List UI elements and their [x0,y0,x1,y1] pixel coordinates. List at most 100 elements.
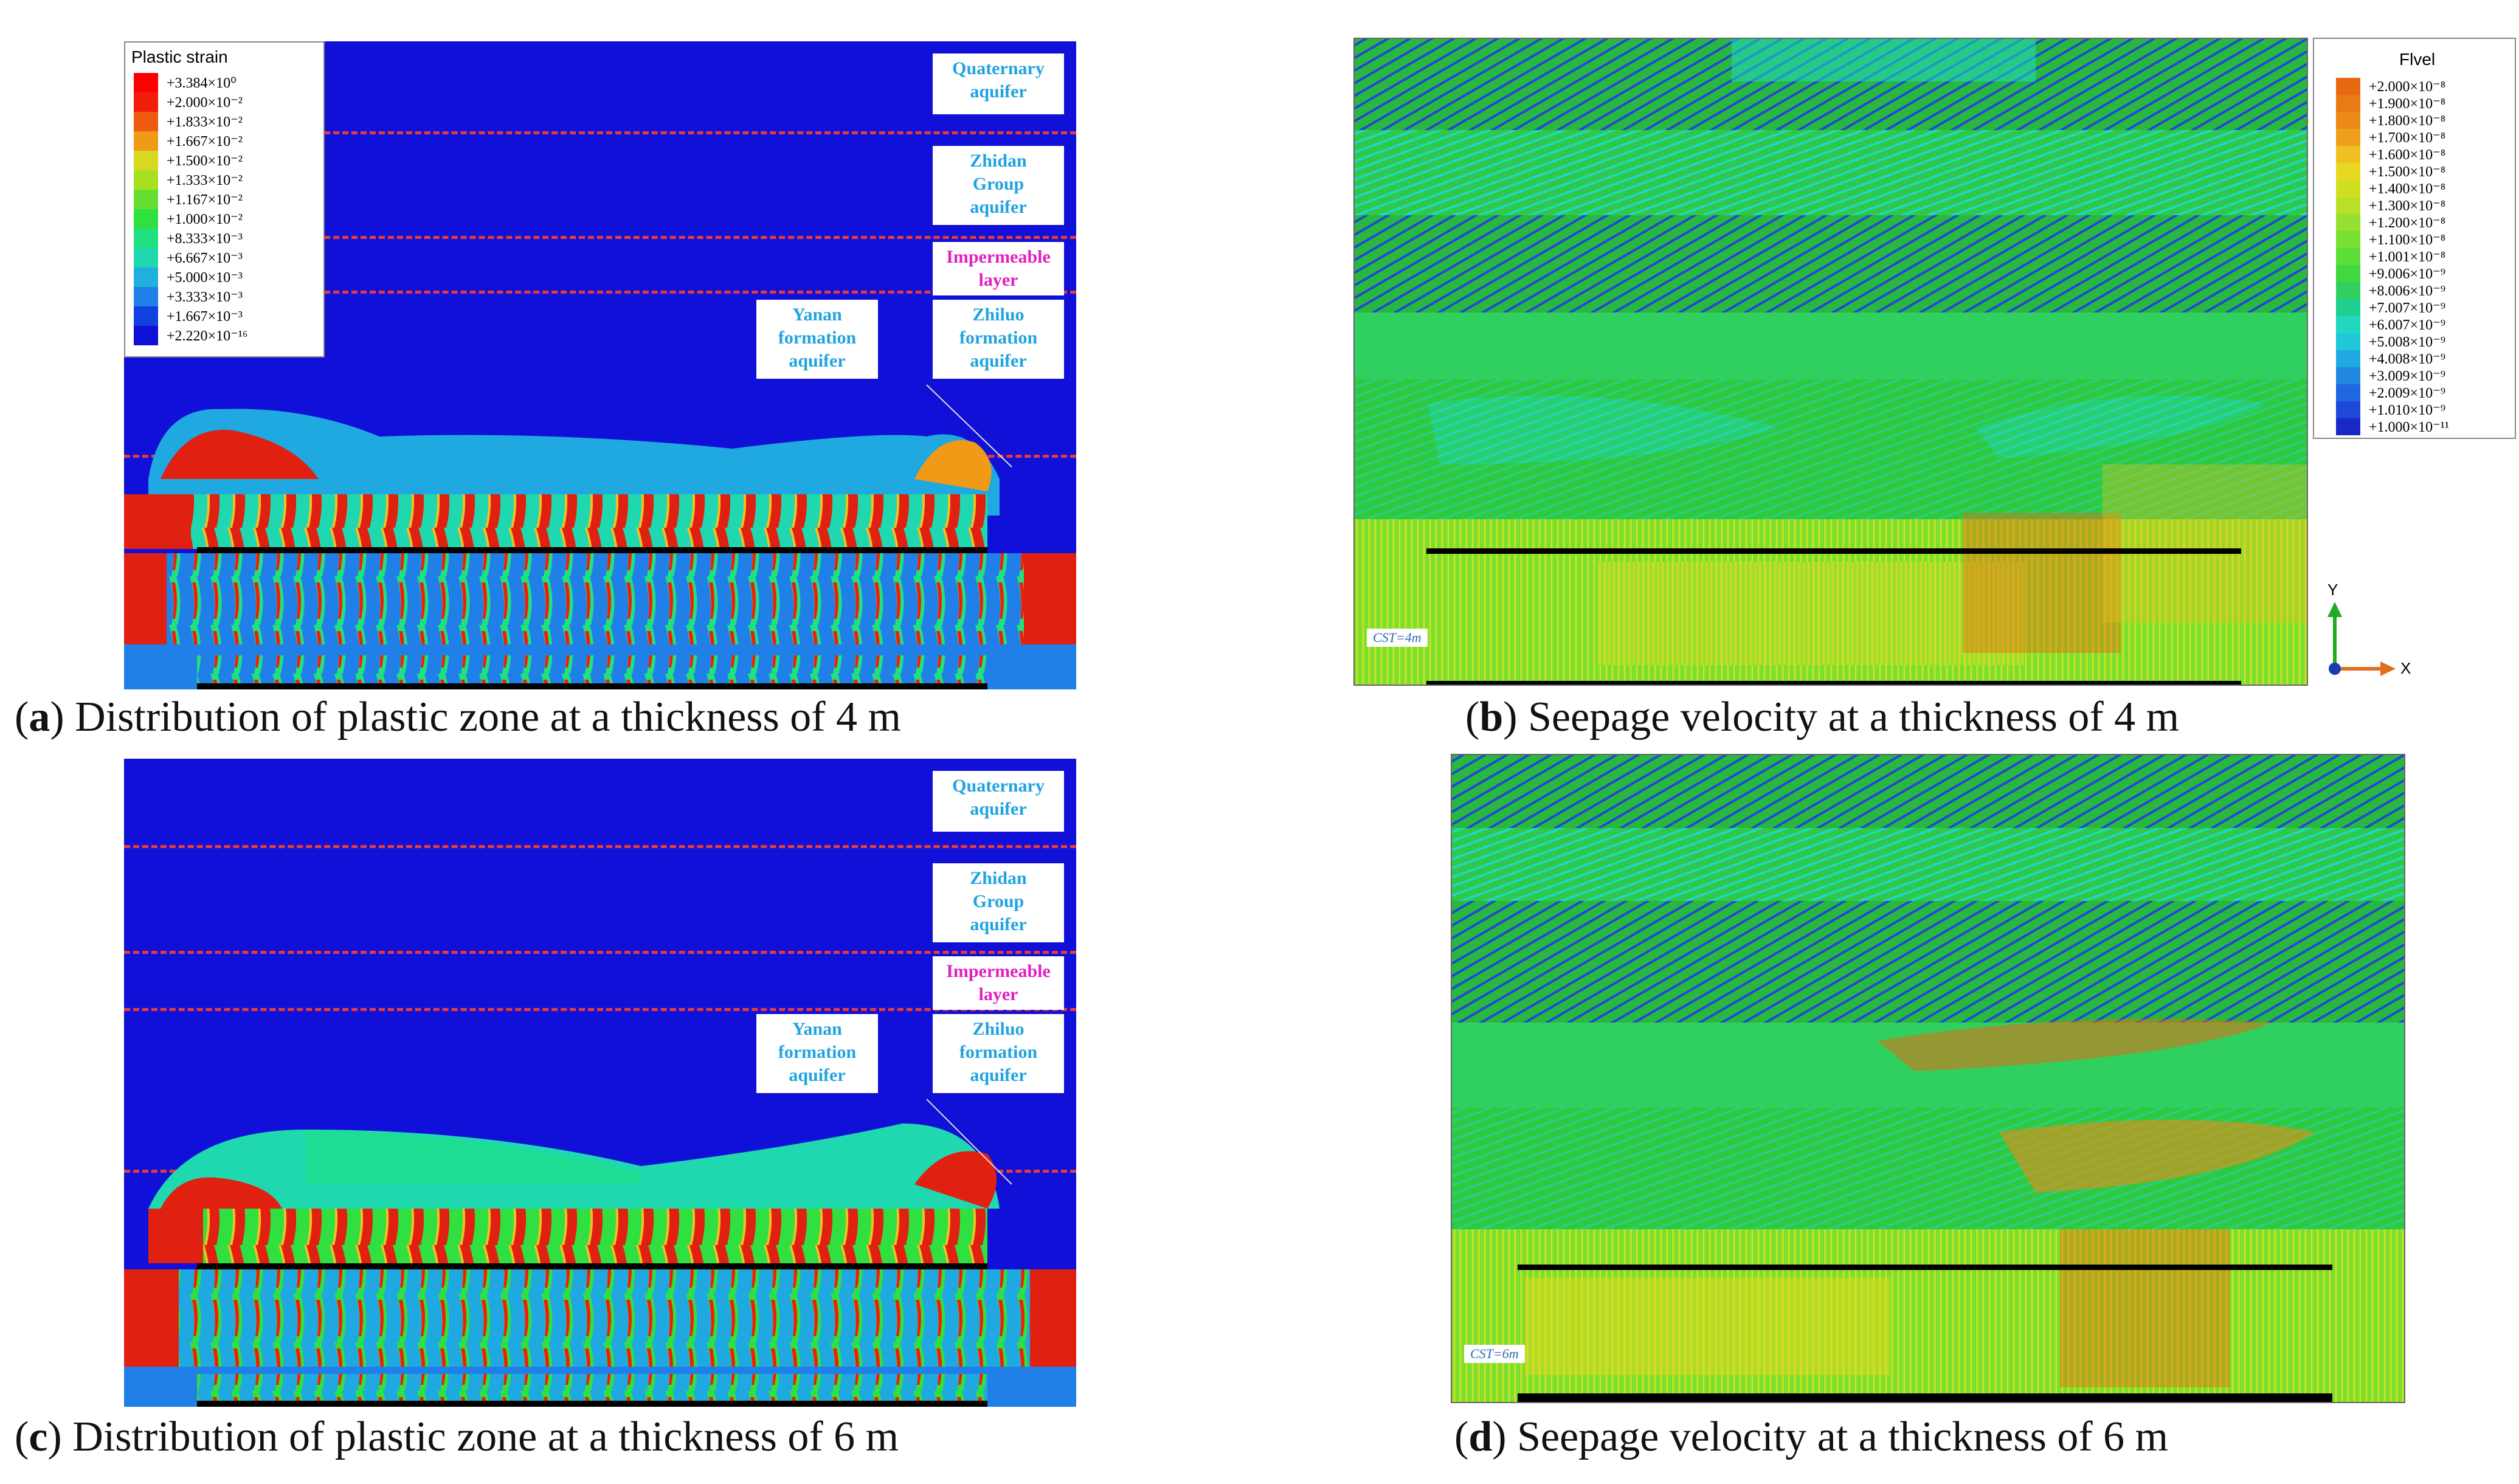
flvel-legend-value: +1.000×10⁻¹¹ [2369,419,2450,435]
seepage-vectors-b [1355,39,2307,685]
flvel-legend-swatch [2336,316,2360,333]
boundary-zhidan-impermeable [124,236,1076,239]
boundary-impermeable-zhiluo [124,291,1076,294]
legend-title: Plastic strain [131,47,228,66]
flvel-legend-swatch [2336,112,2360,129]
label-zhidan-group-aquifer: Zhidan Group aquifer [933,146,1064,225]
plastic-legend-row: +1.667×10⁻² [134,131,243,151]
caption-a: (a) Distribution of plastic zone at a th… [15,694,902,740]
flvel-legend-value: +1.700×10⁻⁸ [2369,129,2446,146]
plastic-legend-swatch [134,131,158,151]
plastic-zone-contours-a [124,384,1076,689]
flvel-legend-swatch [2336,231,2360,248]
boundary-impermeable-zhiluo-c [124,1008,1076,1011]
flvel-legend-row: +1.010×10⁻⁹ [2336,401,2445,418]
cst-tag-d: CST=6m [1464,1345,1525,1363]
label-impermeable-layer-c: Impermeable layer [933,956,1064,1010]
axis-y-label: Y [2327,581,2338,599]
flvel-legend-swatch [2336,350,2360,367]
flvel-legend-swatch [2336,129,2360,146]
plastic-strain-legend: Plastic strain +3.384×10⁰ +2.000×10⁻² +1.8… [124,41,325,357]
flvel-legend-swatch [2336,367,2360,384]
flvel-legend-row: +1.000×10⁻¹¹ [2336,418,2449,435]
flvel-legend-value: +4.008×10⁻⁹ [2369,351,2446,367]
boundary-zhidan-impermeable-c [124,951,1076,954]
boundary-quaternary-zhidan [124,131,1076,134]
flvel-legend-swatch [2336,401,2360,418]
flvel-legend-swatch [2336,146,2360,163]
flvel-legend-value: +6.007×10⁻⁹ [2369,317,2446,333]
flvel-legend-value: +3.009×10⁻⁹ [2369,368,2446,384]
label-zhiluo-formation-aquifer-c: Zhiluo formation aquifer [933,1014,1064,1093]
label-yanan-formation-aquifer: Yanan formation aquifer [756,300,878,379]
label-quaternary-aquifer: Quaternary aquifer [933,53,1064,114]
flvel-legend-swatch [2336,214,2360,231]
flvel-legend-swatch [2336,163,2360,180]
flvel-legend-row: +1.300×10⁻⁸ [2336,197,2445,214]
flvel-legend-swatch [2336,282,2360,299]
flvel-legend-swatch [2336,299,2360,316]
flvel-legend-row: +8.006×10⁻⁹ [2336,282,2445,299]
flvel-legend-row: +6.007×10⁻⁹ [2336,316,2445,333]
plastic-legend-swatch [134,151,158,170]
plastic-legend-value: +8.333×10⁻³ [167,230,243,247]
plastic-legend-row: +2.000×10⁻² [134,92,243,112]
plastic-legend-swatch [134,287,158,306]
label-quaternary-aquifer-c: Quaternary aquifer [933,771,1064,832]
flvel-legend-value: +1.900×10⁻⁸ [2369,95,2446,112]
flvel-legend-row: +1.100×10⁻⁸ [2336,231,2445,248]
flvel-legend-swatch [2336,333,2360,350]
plastic-legend-value: +1.000×10⁻² [167,211,243,227]
plastic-legend-swatch [134,306,158,326]
flvel-legend-row: +1.400×10⁻⁸ [2336,180,2445,197]
flvel-legend-row: +3.009×10⁻⁹ [2336,367,2445,384]
axis-x-label: X [2400,659,2411,677]
plastic-zone-contours-c [124,1099,1076,1407]
plastic-legend-row: +2.220×10⁻¹⁶ [134,326,248,345]
flvel-legend-swatch [2336,95,2360,112]
flvel-legend-value: +1.300×10⁻⁸ [2369,198,2446,214]
plastic-legend-value: +3.384×10⁰ [167,75,237,91]
plastic-legend-row: +1.833×10⁻² [134,112,243,131]
panel-c-plastic-zone-6m: Quaternary aquifer Zhidan Group aquifer Imp… [124,759,1076,1407]
flvel-legend-value: +1.001×10⁻⁸ [2369,249,2446,265]
caption-c: (c) Distribution of plastic zone at a th… [15,1413,899,1460]
flvel-legend-row: +1.900×10⁻⁸ [2336,95,2445,112]
plastic-legend-row: +1.333×10⁻² [134,170,243,190]
plastic-legend-row: +1.667×10⁻³ [134,306,243,326]
label-zhidan-group-aquifer-c: Zhidan Group aquifer [933,863,1064,942]
panel-d-seepage-velocity-6m: CST=6m [1451,754,2405,1403]
flvel-legend-swatch [2336,418,2360,435]
flvel-legend-value: +1.200×10⁻⁸ [2369,215,2446,231]
plastic-legend-value: +2.220×10⁻¹⁶ [167,328,248,344]
plastic-legend-value: +1.500×10⁻² [167,153,243,169]
plastic-legend-swatch [134,190,158,209]
flvel-legend-value: +5.008×10⁻⁹ [2369,334,2446,350]
flvel-legend: Flvel +2.000×10⁻⁸ +1.900×10⁻⁸ +1.800×10⁻⁸ +… [2313,38,2516,439]
flvel-legend-swatch [2336,384,2360,401]
plastic-legend-row: +5.000×10⁻³ [134,267,243,287]
plastic-legend-swatch [134,248,158,267]
plastic-legend-row: +1.167×10⁻² [134,190,243,209]
flvel-legend-swatch [2336,180,2360,197]
plastic-legend-row: +1.000×10⁻² [134,209,243,229]
plastic-legend-swatch [134,73,158,92]
flvel-legend-value: +8.006×10⁻⁹ [2369,283,2446,299]
plastic-legend-row: +3.384×10⁰ [134,73,237,92]
plastic-legend-swatch [134,112,158,131]
caption-d: (d) Seepage velocity at a thickness of 6… [1454,1413,2169,1460]
flvel-legend-value: +1.400×10⁻⁸ [2369,181,2446,197]
plastic-legend-value: +1.333×10⁻² [167,172,243,188]
plastic-legend-swatch [134,170,158,190]
flvel-legend-swatch [2336,78,2360,95]
flvel-legend-swatch [2336,265,2360,282]
flvel-legend-value: +1.100×10⁻⁸ [2369,232,2446,248]
flvel-legend-value: +1.800×10⁻⁸ [2369,112,2446,129]
flvel-legend-row: +1.001×10⁻⁸ [2336,248,2445,265]
plastic-legend-swatch [134,326,158,345]
caption-b: (b) Seepage velocity at a thickness of 4… [1465,694,2180,740]
flvel-legend-value: +1.010×10⁻⁹ [2369,402,2446,418]
flvel-legend-value: +1.500×10⁻⁸ [2369,164,2446,180]
plastic-legend-row: +6.667×10⁻³ [134,248,243,267]
flvel-legend-value: +7.007×10⁻⁹ [2369,300,2446,316]
